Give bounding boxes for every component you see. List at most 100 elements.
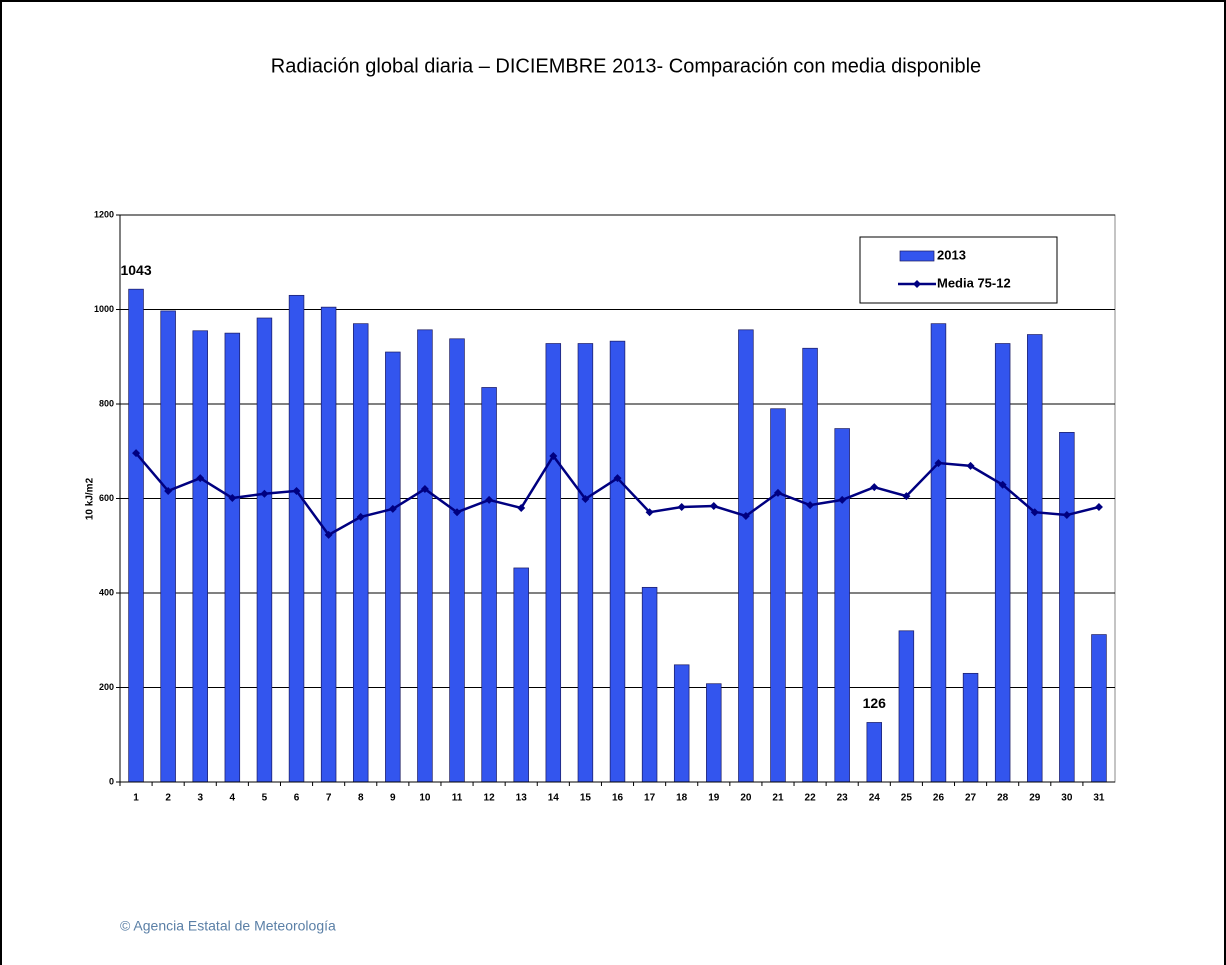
bar (1059, 432, 1075, 783)
x-tick-label: 20 (740, 793, 752, 804)
x-tick-label: 31 (1093, 793, 1105, 804)
x-tick-label: 23 (837, 793, 849, 804)
line-marker (260, 489, 269, 498)
line-marker (132, 449, 141, 458)
bar (1027, 334, 1043, 783)
chart-title: Radiación global diaria – DICIEMBRE 2013… (271, 55, 981, 77)
x-tick-label: 19 (708, 793, 720, 804)
bar (641, 586, 658, 783)
y-tick-label: 1000 (94, 304, 114, 314)
x-tick-label: 10 (419, 793, 431, 804)
x-tick-label: 11 (452, 793, 463, 804)
x-tick-label: 2 (165, 793, 171, 804)
line-marker (549, 451, 558, 460)
line-marker (196, 474, 205, 483)
legend-box (859, 236, 1058, 304)
bar (288, 294, 305, 783)
line-marker (581, 494, 590, 503)
line-marker (164, 486, 173, 495)
line-marker (966, 461, 975, 470)
bar (417, 329, 433, 783)
line-marker (838, 495, 847, 504)
bar (256, 317, 273, 783)
x-tick-label: 4 (230, 793, 236, 804)
line-marker (902, 492, 911, 501)
bar (770, 408, 786, 783)
bar (352, 323, 369, 783)
line-marker (485, 495, 494, 504)
line-marker (420, 485, 429, 494)
bar (385, 351, 401, 783)
x-tick-label: 7 (326, 793, 332, 804)
bar (609, 340, 626, 783)
bar (834, 428, 850, 783)
line-marker (324, 530, 333, 539)
line-marker (709, 502, 718, 511)
bar (802, 347, 818, 783)
line-marker (613, 474, 622, 483)
line-marker (998, 480, 1007, 489)
line-marker (645, 508, 654, 517)
y-tick-label: 1200 (94, 209, 114, 219)
x-tick-label: 29 (1029, 793, 1041, 804)
legend-swatch (899, 250, 935, 262)
line-marker (870, 483, 879, 492)
data-label: 126 (863, 695, 887, 711)
line-marker (741, 511, 750, 520)
legend-label: 2013 (937, 247, 966, 262)
x-tick-label: 16 (612, 793, 624, 804)
bar (513, 567, 529, 783)
bar (577, 343, 594, 783)
bar (673, 664, 690, 783)
x-tick-label: 28 (997, 793, 1009, 804)
bar (128, 288, 144, 783)
bar (1091, 634, 1107, 783)
bar (160, 310, 176, 783)
data-label: 1043 (120, 262, 151, 278)
footer: © Agencia Estatal de Meteorología (120, 918, 336, 934)
y-axis-label: 10 kJ/m2 (85, 477, 96, 520)
x-tick-label: 17 (644, 793, 656, 804)
bar (738, 329, 754, 783)
y-tick-label: 0 (109, 776, 114, 786)
bar (898, 630, 915, 783)
line-marker (773, 488, 782, 497)
bar (930, 323, 947, 783)
x-tick-label: 9 (390, 793, 396, 804)
x-tick-label: 18 (676, 793, 688, 804)
line-marker (806, 501, 815, 510)
line-marker (1030, 508, 1039, 517)
bar (545, 343, 562, 783)
line-marker (388, 504, 397, 513)
x-tick-label: 21 (772, 793, 784, 804)
x-tick-label: 15 (580, 793, 592, 804)
bar (224, 332, 241, 783)
x-tick-label: 12 (484, 793, 496, 804)
line-marker (677, 503, 686, 512)
x-tick-label: 30 (1061, 793, 1073, 804)
legend-label: Media 75-12 (937, 275, 1011, 290)
line-marker (228, 494, 237, 503)
x-tick-label: 26 (933, 793, 945, 804)
bar (962, 672, 979, 783)
x-tick-label: 14 (548, 793, 560, 804)
y-tick-label: 600 (99, 493, 114, 503)
line-marker (356, 512, 365, 521)
line-marker (934, 459, 943, 468)
y-tick-label: 200 (99, 682, 114, 692)
line-marker (453, 508, 462, 517)
bar (706, 683, 722, 783)
x-tick-label: 8 (358, 793, 364, 804)
bar (866, 722, 883, 783)
x-tick-label: 24 (869, 793, 881, 804)
x-tick-label: 5 (262, 793, 268, 804)
line-marker (292, 486, 301, 495)
line-marker (1062, 511, 1071, 520)
x-tick-label: 13 (516, 793, 528, 804)
x-tick-label: 27 (965, 793, 977, 804)
legend-swatch-marker (913, 280, 921, 288)
x-tick-label: 6 (294, 793, 300, 804)
line-marker (1094, 503, 1103, 512)
x-tick-label: 22 (805, 793, 817, 804)
